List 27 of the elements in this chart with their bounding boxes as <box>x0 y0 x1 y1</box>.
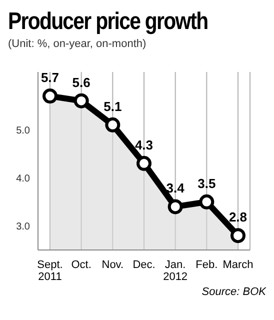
point <box>136 156 152 171</box>
point <box>74 93 89 108</box>
y-tick-label: 3.0 <box>16 221 30 232</box>
point <box>199 194 214 210</box>
data-label: 2.8 <box>228 210 248 225</box>
data-label: 3.4 <box>166 180 186 196</box>
data-label: 5.7 <box>40 70 60 86</box>
x-tick-label: Dec. <box>132 259 156 271</box>
x-tick-label: Sept. 2011 <box>37 259 63 283</box>
x-tick-label: Feb. <box>196 259 218 271</box>
point <box>230 228 246 244</box>
x-tick-label: Nov. <box>102 259 124 271</box>
data-label: 5.1 <box>104 98 122 114</box>
x-tick-label: Oct. <box>71 259 92 271</box>
chart-subtitle: (Unit: %, on-year, on-month) <box>8 38 148 50</box>
data-label: 4.3 <box>134 137 154 152</box>
point <box>105 117 120 132</box>
x-tick-label: March <box>222 259 254 271</box>
point <box>168 199 183 214</box>
data-label: 3.5 <box>198 176 216 191</box>
chart-title: Producer price growth <box>8 8 209 36</box>
y-tick-label: 5.0 <box>16 125 30 136</box>
point <box>42 88 58 104</box>
data-label: 5.6 <box>72 74 90 90</box>
x-tick-label: Jan. 2012 <box>163 259 188 283</box>
source-note: Source: BOK <box>200 286 266 298</box>
y-tick-label: 4.0 <box>16 173 30 184</box>
